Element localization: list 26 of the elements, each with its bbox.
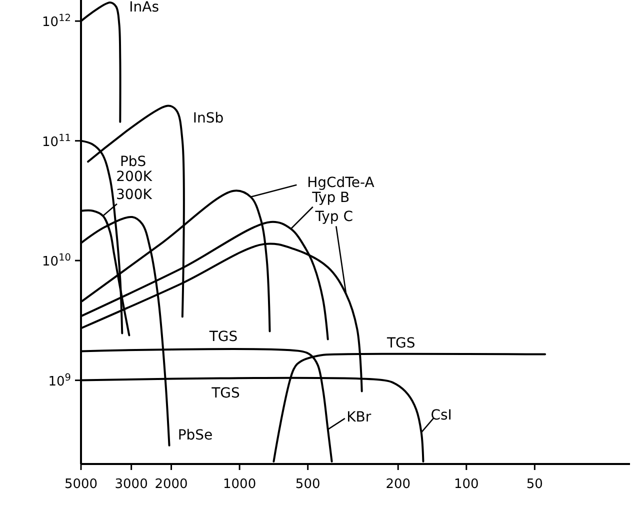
y-tick-label: 10$^{9}$ <box>48 372 71 390</box>
x-tick-label: 5000 <box>64 477 98 492</box>
x-tick-label: 200 <box>386 477 411 492</box>
y-tick-label: 10$^{10}$ <box>42 252 71 270</box>
x-tick-label: 500 <box>295 477 320 492</box>
annotation: HgCdTe-A <box>307 174 375 191</box>
x-tick-label: 1000 <box>223 477 256 492</box>
y-tick-label: 10$^{11}$ <box>42 132 71 150</box>
annotation: InSb <box>192 110 224 126</box>
annotation: KBr <box>346 409 372 426</box>
annotation: PbSe <box>178 427 213 444</box>
annotation: TGS <box>210 385 240 402</box>
annotation: InAs <box>129 0 160 16</box>
annotation: 200K <box>116 168 153 185</box>
annotation: Typ B <box>311 190 350 206</box>
x-tick-label: 50 <box>526 477 543 492</box>
annotation: PbS <box>120 154 146 170</box>
annotation: 300K <box>116 186 153 203</box>
x-tick-label: 100 <box>454 477 479 492</box>
y-tick-label: 10$^{12}$ <box>42 12 71 30</box>
x-tick-label: 3000 <box>114 477 148 492</box>
annotation: TGS <box>208 329 238 346</box>
annotation: TGS <box>386 335 416 352</box>
x-tick-label: 2000 <box>154 477 188 492</box>
annotation: CsI <box>430 407 452 424</box>
annotation: Typ C <box>314 209 354 226</box>
